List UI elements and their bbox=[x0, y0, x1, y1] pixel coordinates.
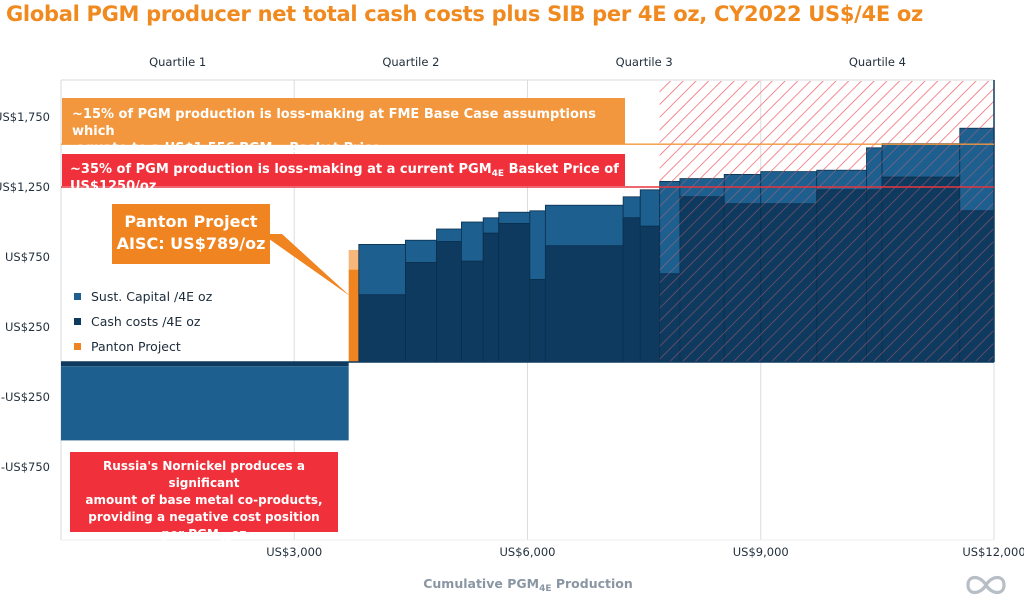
sust-capital-bar bbox=[529, 210, 546, 280]
cash-cost-bar bbox=[639, 225, 661, 363]
cash-cost-bar bbox=[482, 232, 500, 363]
x-tick-label: US$12,000 bbox=[962, 545, 1024, 559]
legend-item-cash-costs: Cash costs /4E oz bbox=[74, 309, 212, 334]
current-callout-text: ~35% of PGM production is loss-making at… bbox=[70, 162, 492, 177]
x-axis-label: Cumulative PGM4E Production bbox=[0, 576, 1024, 594]
legend-label-sust-capital: Sust. Capital /4E oz bbox=[91, 289, 213, 304]
nornickel-note-line4: per PGM4Eoz bbox=[70, 526, 338, 548]
cash-cost-bar bbox=[529, 278, 546, 363]
nornickel-note-line3: providing a negative cost position bbox=[88, 510, 320, 524]
cash-cost-bar bbox=[405, 262, 437, 363]
cash-cost-bar bbox=[61, 362, 349, 367]
x-axis-label-text: Cumulative PGM bbox=[423, 576, 540, 591]
x-tick-label: US$9,000 bbox=[733, 545, 789, 559]
fme-callout-subscript: 4E bbox=[272, 148, 285, 158]
panton-callout-title: Panton Project bbox=[124, 212, 258, 231]
panton-cash-cost-bar bbox=[348, 269, 359, 362]
panton-sust-capital-bar bbox=[348, 250, 359, 270]
nornickel-note-line4-end: oz bbox=[231, 527, 247, 541]
sust-capital-bar bbox=[639, 189, 661, 227]
sust-capital-bar bbox=[622, 196, 641, 219]
nornickel-note: Russia's Nornickel produces a significan… bbox=[70, 452, 338, 544]
panton-callout-pointer bbox=[262, 234, 350, 296]
sust-capital-bar bbox=[544, 204, 624, 247]
legend-item-panton: Panton Project bbox=[74, 334, 212, 359]
chart-title: Global PGM producer net total cash costs… bbox=[6, 2, 923, 26]
fme-callout-line1: ~15% of PGM production is loss-making at… bbox=[72, 107, 596, 139]
sust-capital-bar bbox=[461, 221, 484, 262]
fme-base-case-callout: ~15% of PGM production is loss-making at… bbox=[62, 98, 625, 158]
cash-cost-bar bbox=[498, 222, 531, 363]
quartile-label: Quartile 4 bbox=[849, 55, 906, 69]
legend-swatch-sust-capital bbox=[74, 293, 81, 300]
current-callout-text-end: Basket Price of US$1250/oz bbox=[70, 162, 619, 194]
fme-callout-line2-end: Basket Price bbox=[284, 141, 381, 156]
cash-cost-bar bbox=[461, 260, 484, 363]
quartile-label: Quartile 2 bbox=[382, 55, 439, 69]
cash-cost-bar bbox=[436, 241, 462, 363]
nornickel-note-line1: Russia's Nornickel produces a significan… bbox=[103, 459, 305, 490]
x-axis-label-subscript: 4E bbox=[539, 584, 552, 594]
current-price-callout: ~35% of PGM production is loss-making at… bbox=[62, 154, 625, 194]
hatch-overlay-layer bbox=[659, 81, 994, 362]
nornickel-note-subscript: 4E bbox=[218, 534, 232, 544]
x-tick-label: US$6,000 bbox=[500, 545, 556, 559]
y-tick-label: US$1,750 bbox=[0, 110, 50, 124]
current-callout-subscript: 4E bbox=[491, 169, 505, 179]
legend-item-sust-capital: Sust. Capital /4E oz bbox=[74, 284, 212, 309]
fme-callout-line2: equate to a US$1,556 PGM4E Basket Price bbox=[72, 140, 625, 162]
quartile-label: Quartile 3 bbox=[616, 55, 673, 69]
sust-capital-bar bbox=[482, 217, 500, 234]
cash-cost-bar bbox=[622, 217, 641, 363]
quartile-label: Quartile 1 bbox=[149, 55, 206, 69]
y-tick-label: US$250 bbox=[5, 320, 50, 334]
loss-making-hatch-overlay bbox=[659, 81, 994, 362]
sust-capital-bar bbox=[358, 243, 406, 296]
infinity-logo-icon bbox=[966, 575, 1006, 595]
legend-label-panton: Panton Project bbox=[91, 339, 181, 354]
nornickel-note-line2: amount of base metal co-products, bbox=[85, 493, 323, 507]
fme-callout-line2-text: equate to a US$1,556 PGM bbox=[76, 141, 273, 156]
nornickel-note-line4-text: per PGM bbox=[161, 527, 219, 541]
x-tick-label: US$3,000 bbox=[266, 545, 322, 559]
axis-layer: Quartile 1 Quartile 2 Quartile 3 Quartile 4… bbox=[0, 55, 1024, 559]
cash-cost-bar bbox=[544, 245, 624, 363]
legend-swatch-panton bbox=[74, 343, 81, 350]
legend-swatch-cash-costs bbox=[74, 318, 81, 325]
chart-legend: Sust. Capital /4E oz Cash costs /4E oz P… bbox=[74, 284, 212, 359]
y-tick-label: -US$750 bbox=[1, 460, 50, 474]
y-tick-label: -US$250 bbox=[1, 390, 50, 404]
reference-lines-layer bbox=[61, 80, 995, 363]
panton-callout-aisc: AISC: US$789/oz bbox=[116, 234, 266, 253]
sust-capital-bar bbox=[498, 211, 531, 224]
y-tick-label: US$1,250 bbox=[0, 180, 50, 194]
sust-capital-bar bbox=[436, 228, 462, 242]
cash-cost-bar bbox=[358, 294, 406, 363]
sust-capital-bar bbox=[405, 239, 437, 263]
panton-project-callout: Panton Project AISC: US$789/oz bbox=[112, 204, 270, 264]
sust-capital-bar bbox=[61, 366, 349, 441]
x-axis-label-text-end: Production bbox=[551, 576, 633, 591]
legend-label-cash-costs: Cash costs /4E oz bbox=[91, 314, 201, 329]
y-tick-label: US$750 bbox=[5, 250, 50, 264]
